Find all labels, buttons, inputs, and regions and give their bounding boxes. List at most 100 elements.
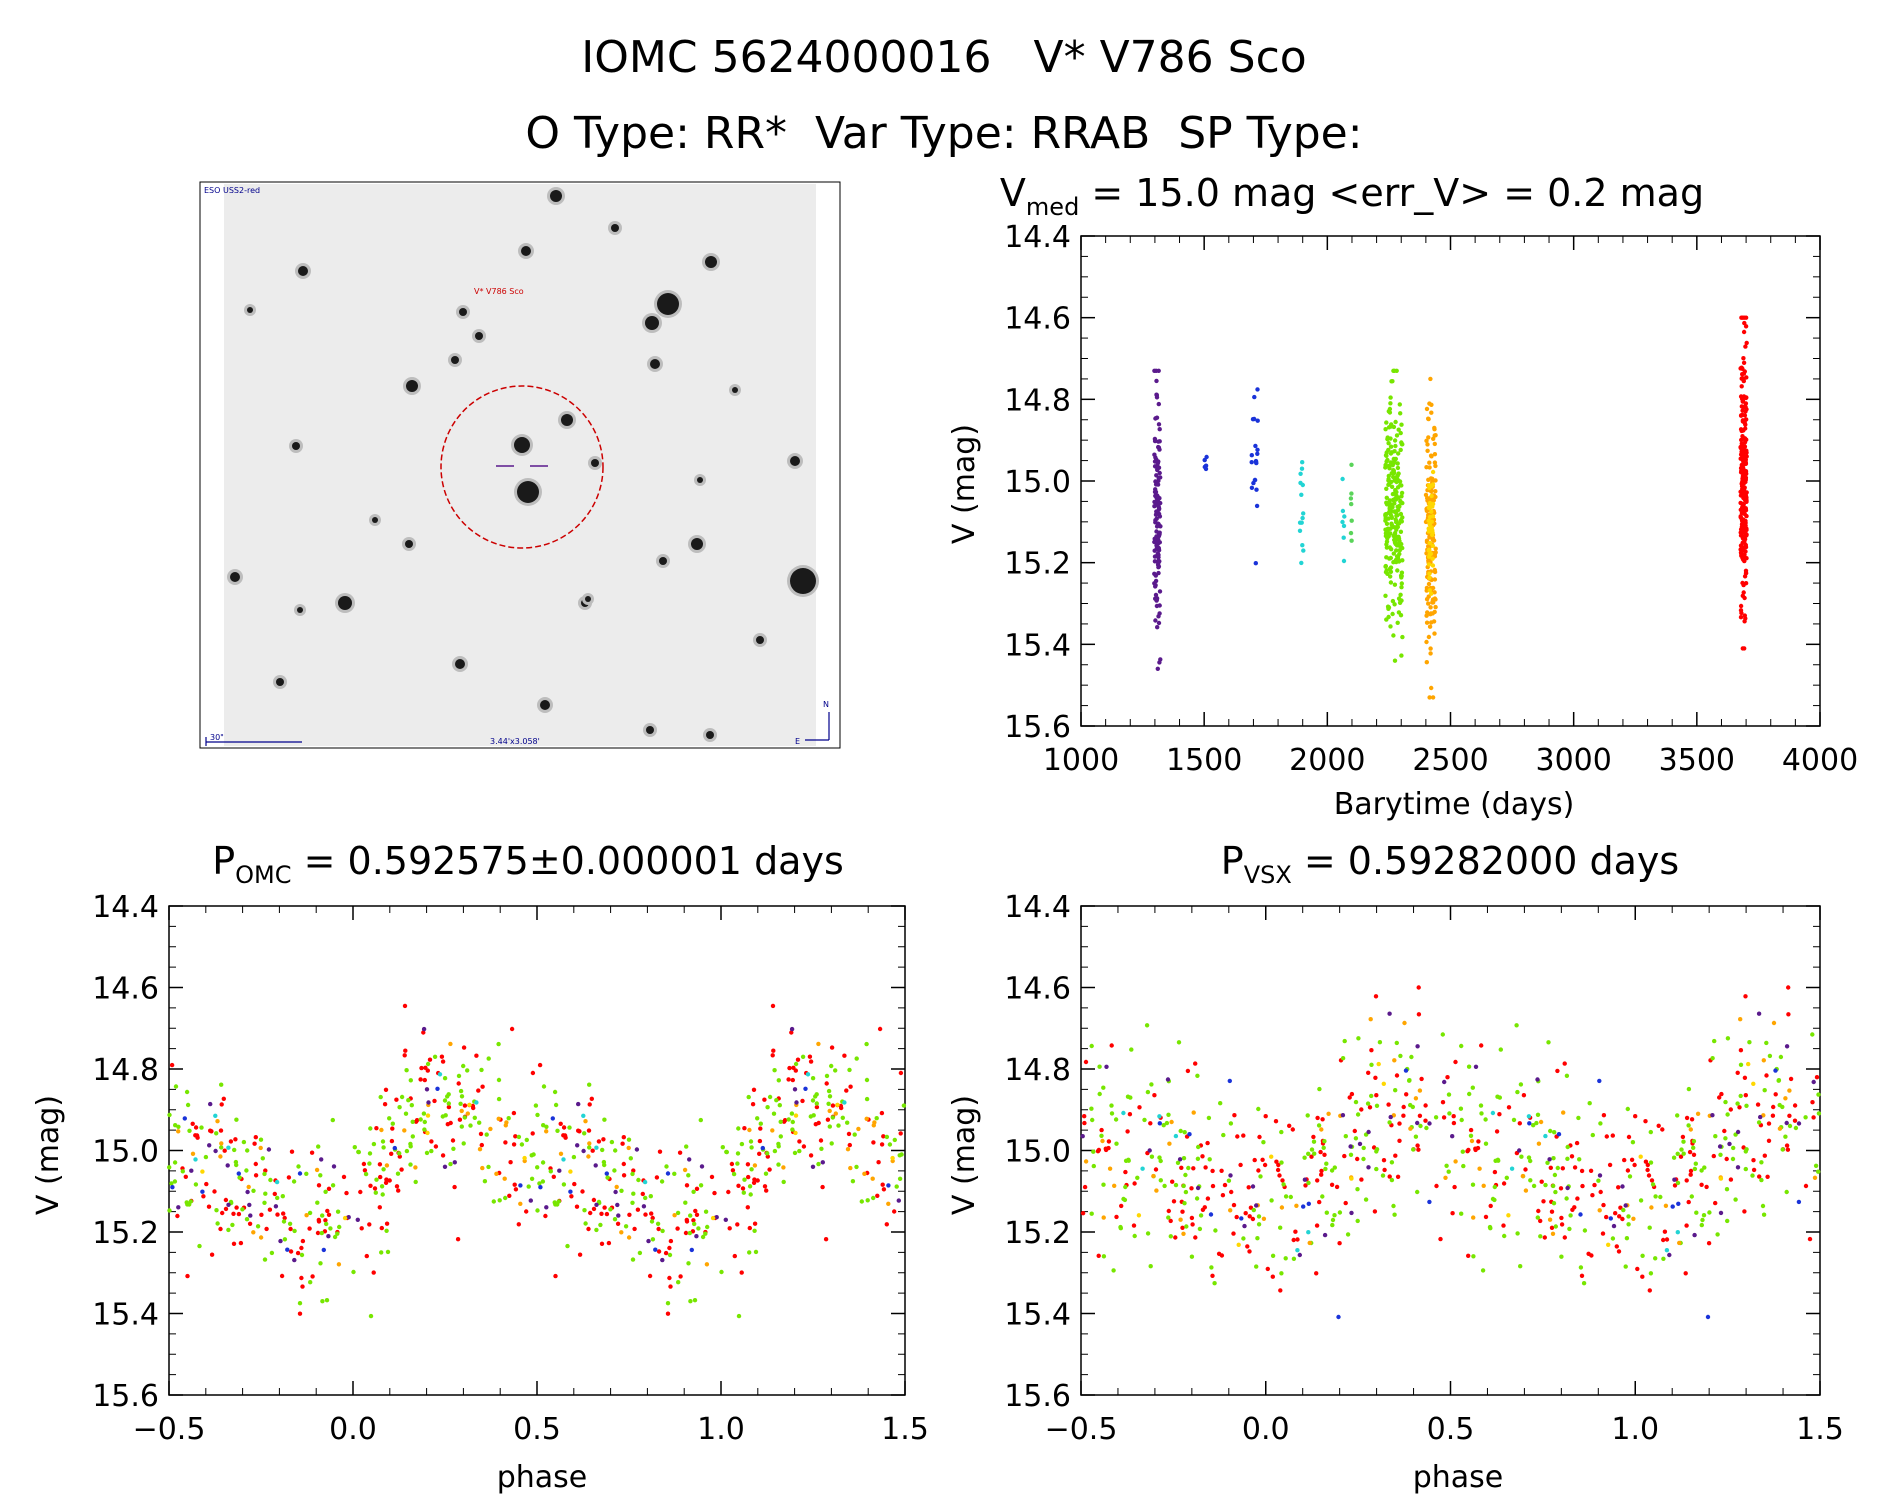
data-point bbox=[465, 1111, 470, 1116]
data-point bbox=[781, 1165, 786, 1170]
data-point bbox=[1097, 1064, 1102, 1069]
data-point bbox=[468, 1123, 473, 1128]
data-point bbox=[1728, 1177, 1734, 1182]
data-point bbox=[530, 1070, 536, 1076]
data-point bbox=[1278, 1225, 1283, 1230]
data-point bbox=[852, 1132, 857, 1137]
data-point bbox=[185, 1273, 190, 1279]
data-point bbox=[1623, 1264, 1628, 1269]
data-point bbox=[1317, 1086, 1322, 1092]
data-point bbox=[380, 1192, 385, 1197]
data-point bbox=[820, 1184, 825, 1190]
data-point bbox=[1291, 1256, 1297, 1262]
data-point bbox=[193, 1125, 199, 1130]
data-point bbox=[1193, 1061, 1198, 1066]
title-main: P bbox=[212, 839, 235, 883]
data-point bbox=[1393, 541, 1398, 547]
data-point bbox=[1770, 1113, 1776, 1118]
data-point bbox=[1395, 568, 1400, 573]
data-point bbox=[1369, 1062, 1374, 1068]
data-point bbox=[596, 1139, 602, 1144]
data-point bbox=[1256, 1168, 1261, 1173]
data-point bbox=[1498, 1047, 1504, 1052]
data-point bbox=[820, 1160, 825, 1165]
sky-image-stars bbox=[227, 187, 819, 742]
data-point bbox=[507, 1193, 512, 1199]
data-point bbox=[736, 1126, 741, 1131]
data-point bbox=[1196, 1144, 1201, 1150]
data-point bbox=[1270, 1253, 1276, 1259]
data-point bbox=[1541, 1199, 1546, 1204]
data-point bbox=[262, 1200, 267, 1206]
data-point bbox=[747, 1225, 752, 1231]
data-point bbox=[1429, 509, 1434, 514]
data-point bbox=[477, 1120, 482, 1125]
data-point bbox=[757, 1151, 762, 1157]
data-point bbox=[1391, 551, 1397, 556]
data-point bbox=[1129, 1047, 1134, 1052]
data-point bbox=[1556, 1132, 1562, 1137]
data-point bbox=[457, 1117, 463, 1122]
y-tick-label: 14.8 bbox=[1004, 383, 1071, 418]
data-point bbox=[1580, 1183, 1585, 1189]
data-point bbox=[1430, 695, 1436, 700]
data-point bbox=[1713, 1134, 1718, 1139]
data-point bbox=[1189, 1215, 1195, 1221]
data-point bbox=[1656, 1123, 1661, 1129]
data-point bbox=[364, 1253, 369, 1259]
data-point bbox=[1427, 1199, 1432, 1205]
title-sub: med bbox=[1026, 193, 1079, 221]
data-point bbox=[649, 1219, 655, 1224]
data-point bbox=[598, 1222, 603, 1228]
data-point bbox=[513, 1134, 518, 1139]
data-point bbox=[519, 1142, 525, 1147]
data-point bbox=[173, 1084, 179, 1089]
data-point bbox=[1251, 1207, 1257, 1213]
data-point bbox=[689, 1247, 694, 1253]
figure-title: IOMC 5624000016 V* V786 Sco bbox=[581, 32, 1306, 83]
data-point bbox=[281, 1219, 287, 1224]
data-point bbox=[1601, 1202, 1606, 1208]
data-point bbox=[742, 1177, 747, 1182]
data-point bbox=[842, 1100, 847, 1105]
data-point bbox=[1398, 447, 1403, 453]
data-point bbox=[1183, 1172, 1188, 1178]
data-point bbox=[1387, 1120, 1392, 1125]
fov-label: 3.44'x3.058' bbox=[490, 737, 540, 746]
data-point bbox=[241, 1139, 247, 1145]
sky-image-panel: ESO USS2-red V* V786 Sco 30" 3.44'x3.058… bbox=[199, 181, 841, 749]
data-point bbox=[1691, 1152, 1697, 1158]
plot-frame bbox=[1080, 905, 1821, 1396]
data-point bbox=[1369, 1093, 1374, 1099]
data-point bbox=[397, 1151, 402, 1156]
data-point bbox=[1531, 1183, 1537, 1189]
data-point bbox=[1359, 1177, 1364, 1182]
data-point bbox=[599, 1241, 605, 1247]
data-point bbox=[367, 1151, 373, 1156]
data-point bbox=[1153, 583, 1158, 588]
data-point bbox=[379, 1127, 384, 1133]
data-point bbox=[1717, 1144, 1723, 1149]
data-point bbox=[413, 1165, 418, 1170]
data-point bbox=[612, 1217, 618, 1222]
data-point bbox=[672, 1213, 677, 1218]
data-point bbox=[1787, 1123, 1793, 1129]
data-point bbox=[379, 1250, 384, 1255]
data-point bbox=[1294, 1203, 1299, 1209]
data-point bbox=[813, 1122, 818, 1127]
data-point bbox=[1401, 1113, 1406, 1118]
data-point bbox=[314, 1167, 320, 1173]
data-point bbox=[650, 1215, 655, 1221]
data-point bbox=[236, 1211, 242, 1217]
data-point bbox=[1254, 1264, 1259, 1269]
data-point bbox=[1125, 1129, 1130, 1134]
data-point bbox=[1526, 1155, 1532, 1160]
data-point bbox=[1565, 1185, 1570, 1191]
data-point bbox=[491, 1199, 496, 1204]
data-point bbox=[167, 1208, 172, 1213]
data-point bbox=[1576, 1115, 1581, 1121]
y-tick-label: 15.2 bbox=[1004, 1216, 1071, 1251]
x-tick-label: 0.0 bbox=[1242, 1412, 1290, 1447]
data-point bbox=[1309, 1154, 1314, 1159]
data-point bbox=[840, 1115, 845, 1121]
